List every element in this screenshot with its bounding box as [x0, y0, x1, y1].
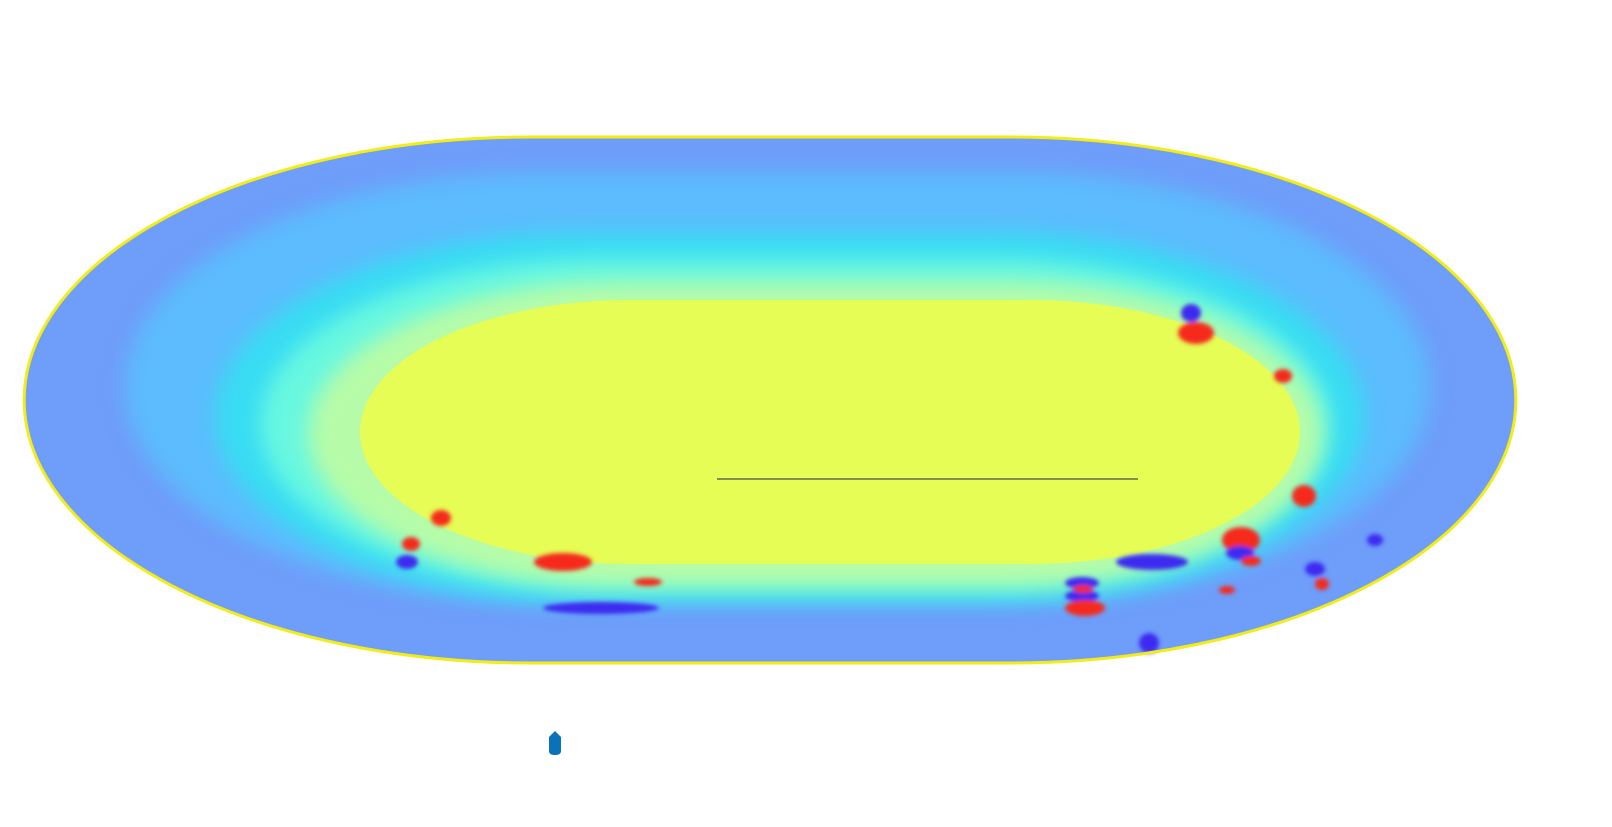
hot-spot-6	[1241, 556, 1261, 566]
contour-lines	[22, 135, 1518, 665]
cold-spot-18	[1305, 562, 1325, 576]
cold-spot-21	[1367, 534, 1383, 546]
contour-outer-boundary	[22, 135, 1518, 665]
hot-spot-0	[1178, 322, 1214, 344]
field-band-core	[360, 300, 1300, 564]
hot-spot-16	[402, 537, 420, 551]
hot-spot-14	[634, 578, 662, 586]
cold-spot-13	[543, 602, 659, 614]
cold-spot-1	[1181, 304, 1201, 322]
hot-spot-15	[431, 510, 451, 526]
hot-spot-10	[1065, 600, 1105, 616]
field-bands	[24, 137, 1516, 663]
hot-spot-4	[1222, 527, 1260, 553]
hot-spot-22	[1219, 586, 1235, 594]
hot-spot-11	[1073, 585, 1093, 593]
hot-spot-3	[1292, 485, 1316, 507]
hot-spot-2	[1274, 369, 1292, 383]
hot-spot-19	[1315, 578, 1329, 590]
cold-spot-17	[396, 555, 418, 569]
cold-spot-7	[1116, 554, 1188, 570]
cold-spot-8	[1065, 577, 1099, 589]
cold-spot-9	[1065, 590, 1099, 602]
cold-spot-20	[1139, 633, 1159, 653]
marker-pin-icon	[549, 731, 561, 755]
anomaly-spots	[396, 304, 1383, 653]
hot-spot-12	[534, 553, 592, 571]
